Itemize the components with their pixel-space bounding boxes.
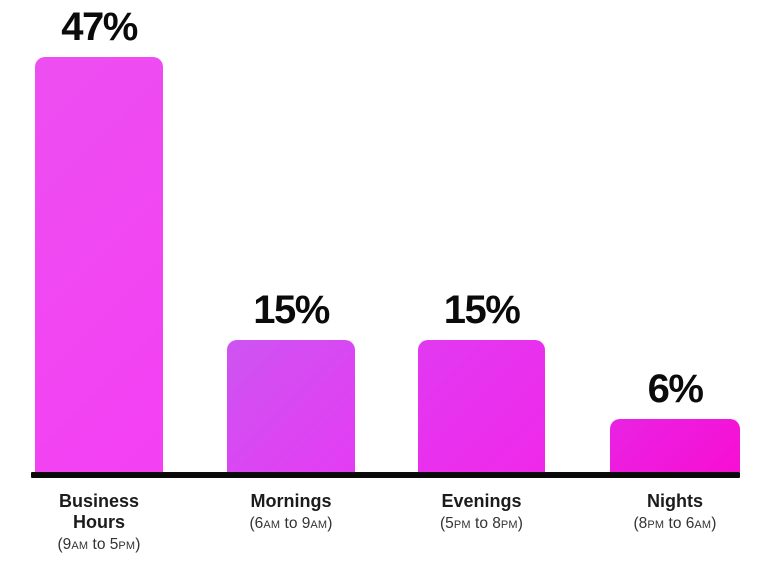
category-label-nights: Nights (8PM to 6AM) <box>595 491 755 534</box>
x-axis-line <box>31 472 740 478</box>
category-name: Mornings <box>250 491 332 511</box>
value-label: 47% <box>61 5 138 49</box>
bar-column-business-hours: 47% <box>35 7 163 472</box>
time-range-label: (9AM to 5PM) <box>57 536 141 553</box>
bar-rect <box>418 339 545 472</box>
bar-rect <box>610 419 740 472</box>
bar-column-mornings: 15% <box>227 290 355 472</box>
bar-column-evenings: 15% <box>418 290 545 472</box>
category-name: Nights <box>647 491 703 511</box>
time-range-label: (6AM to 9AM) <box>249 515 333 532</box>
value-label: 15% <box>443 287 521 332</box>
category-name: Evenings <box>441 491 522 511</box>
bar-column-nights: 6% <box>610 369 740 472</box>
category-name: Business Hours <box>58 491 140 532</box>
category-label-evenings: Evenings (5PM to 8PM) <box>403 491 560 534</box>
bar-rect <box>35 57 163 472</box>
value-label: 15% <box>253 287 330 332</box>
time-range-label: (8PM to 6AM) <box>633 515 717 532</box>
value-label: 6% <box>647 367 704 411</box>
time-range-label: (5PM to 8PM) <box>440 515 523 532</box>
category-label-mornings: Mornings (6AM to 9AM) <box>212 491 370 534</box>
category-label-business-hours: Business Hours (9AM to 5PM) <box>20 491 178 555</box>
bar-rect <box>227 339 355 472</box>
